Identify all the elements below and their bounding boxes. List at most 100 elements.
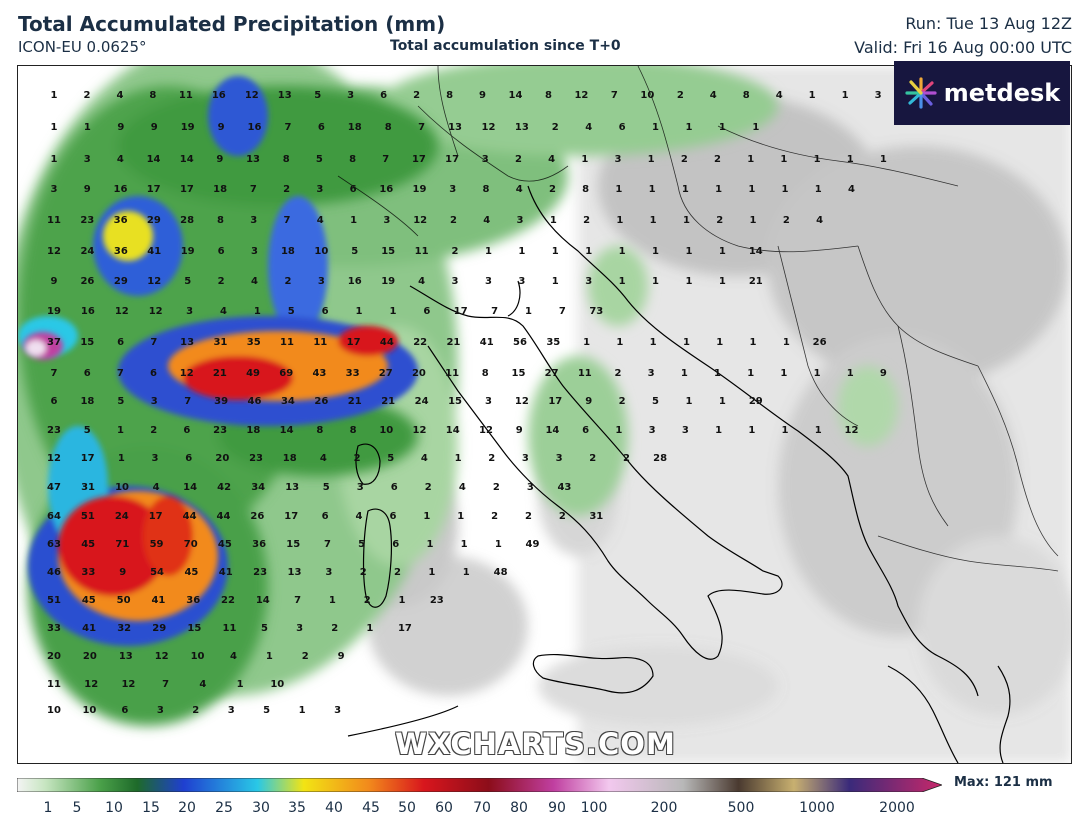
metdesk-logo: metdesk — [894, 61, 1070, 125]
precip-value: 15 — [381, 246, 395, 257]
precip-value: 3 — [517, 215, 524, 226]
precip-value: 1 — [350, 215, 357, 226]
precip-value: 41 — [480, 337, 494, 348]
precip-value: 4 — [317, 215, 324, 226]
precip-value: 8 — [482, 184, 489, 195]
precip-value: 15 — [80, 337, 94, 348]
precip-value: 69 — [279, 368, 293, 379]
precip-value: 11 — [415, 246, 429, 257]
precip-value: 5 — [652, 396, 659, 407]
precip-value: 20 — [83, 651, 97, 662]
precip-value: 8 — [349, 154, 356, 165]
precip-value: 17 — [347, 337, 361, 348]
moderate-rain-field — [18, 86, 438, 726]
precip-value: 8 — [482, 368, 489, 379]
precip-value: 12 — [47, 246, 61, 257]
precip-value: 12 — [84, 679, 98, 690]
precip-value: 1 — [685, 122, 692, 133]
precip-value: 4 — [516, 184, 523, 195]
precip-value: 50 — [117, 595, 131, 606]
precip-value: 2 — [623, 453, 630, 464]
precip-value: 4 — [548, 154, 555, 165]
precip-value: 20 — [47, 651, 61, 662]
precip-value: 1 — [254, 306, 261, 317]
precip-value: 3 — [452, 276, 459, 287]
precip-value: 6 — [185, 453, 192, 464]
color-scale-tick: 50 — [398, 800, 416, 816]
precip-value: 3 — [151, 396, 158, 407]
precip-value: 1 — [266, 651, 273, 662]
precip-value: 1 — [780, 154, 787, 165]
precip-value: 19 — [381, 276, 395, 287]
precip-value: 3 — [152, 453, 159, 464]
precip-value: 1 — [685, 396, 692, 407]
precip-value: 11 — [179, 90, 193, 101]
precip-value: 2 — [413, 90, 420, 101]
precip-value: 70 — [184, 539, 198, 550]
precip-value: 6 — [322, 306, 329, 317]
precip-value: 41 — [147, 246, 161, 257]
precip-value: 17 — [180, 184, 194, 195]
precip-value: 13 — [278, 90, 292, 101]
burst-icon — [905, 77, 937, 109]
precip-value: 2 — [783, 215, 790, 226]
precip-value: 12 — [245, 90, 259, 101]
precip-value: 27 — [379, 368, 393, 379]
precip-value: 11 — [280, 337, 294, 348]
precip-value: 19 — [181, 246, 195, 257]
precip-value: 3 — [157, 705, 164, 716]
precip-value: 24 — [415, 396, 429, 407]
precip-value: 1 — [118, 453, 125, 464]
precip-value: 1 — [715, 184, 722, 195]
precip-value: 1 — [652, 276, 659, 287]
precip-value: 26 — [813, 337, 827, 348]
color-scale-tick: 45 — [362, 800, 380, 816]
precip-value: 3 — [518, 276, 525, 287]
precip-value: 14 — [147, 154, 161, 165]
precip-value: 2 — [615, 368, 622, 379]
precip-value: 1 — [51, 154, 58, 165]
precip-value: 1 — [329, 595, 336, 606]
precip-value: 15 — [448, 396, 462, 407]
precip-value: 3 — [482, 154, 489, 165]
precip-value: 1 — [495, 539, 502, 550]
precip-value: 7 — [294, 595, 301, 606]
precip-value: 1 — [356, 306, 363, 317]
precip-value: 14 — [749, 246, 763, 257]
precip-value: 5 — [387, 453, 394, 464]
precip-value: 36 — [114, 215, 128, 226]
precip-value: 9 — [479, 90, 486, 101]
precip-value: 11 — [222, 623, 236, 634]
precip-value: 13 — [515, 122, 529, 133]
precip-value: 9 — [880, 368, 887, 379]
color-scale-tick: 2000 — [879, 800, 915, 816]
precip-value: 12 — [147, 276, 161, 287]
precip-value: 6 — [380, 90, 387, 101]
precip-value: 1 — [847, 154, 854, 165]
precip-value: 1 — [752, 122, 759, 133]
precip-value: 2 — [331, 623, 338, 634]
precip-value: 1 — [51, 90, 58, 101]
color-scale-tick: 35 — [288, 800, 306, 816]
precip-value: 1 — [814, 154, 821, 165]
precip-value: 2 — [619, 396, 626, 407]
precip-value: 12 — [481, 122, 495, 133]
precip-value: 17 — [445, 154, 459, 165]
precip-value: 10 — [640, 90, 654, 101]
intense-rain-field — [23, 211, 398, 621]
color-scale-tick: 1000 — [799, 800, 835, 816]
run-time: Run: Tue 13 Aug 12Z — [905, 14, 1072, 33]
precip-value: 14 — [180, 154, 194, 165]
precip-value: 9 — [151, 122, 158, 133]
precip-value: 45 — [82, 595, 96, 606]
precip-value: 41 — [151, 595, 165, 606]
precip-value: 3 — [296, 623, 303, 634]
color-scale-tick: 25 — [215, 800, 233, 816]
precip-value: 1 — [783, 337, 790, 348]
precip-value: 2 — [284, 276, 291, 287]
precip-value: 6 — [218, 246, 225, 257]
precip-value: 1 — [585, 246, 592, 257]
precip-value: 12 — [413, 425, 427, 436]
precip-value: 5 — [358, 539, 365, 550]
color-scale-tick: 100 — [580, 800, 608, 816]
